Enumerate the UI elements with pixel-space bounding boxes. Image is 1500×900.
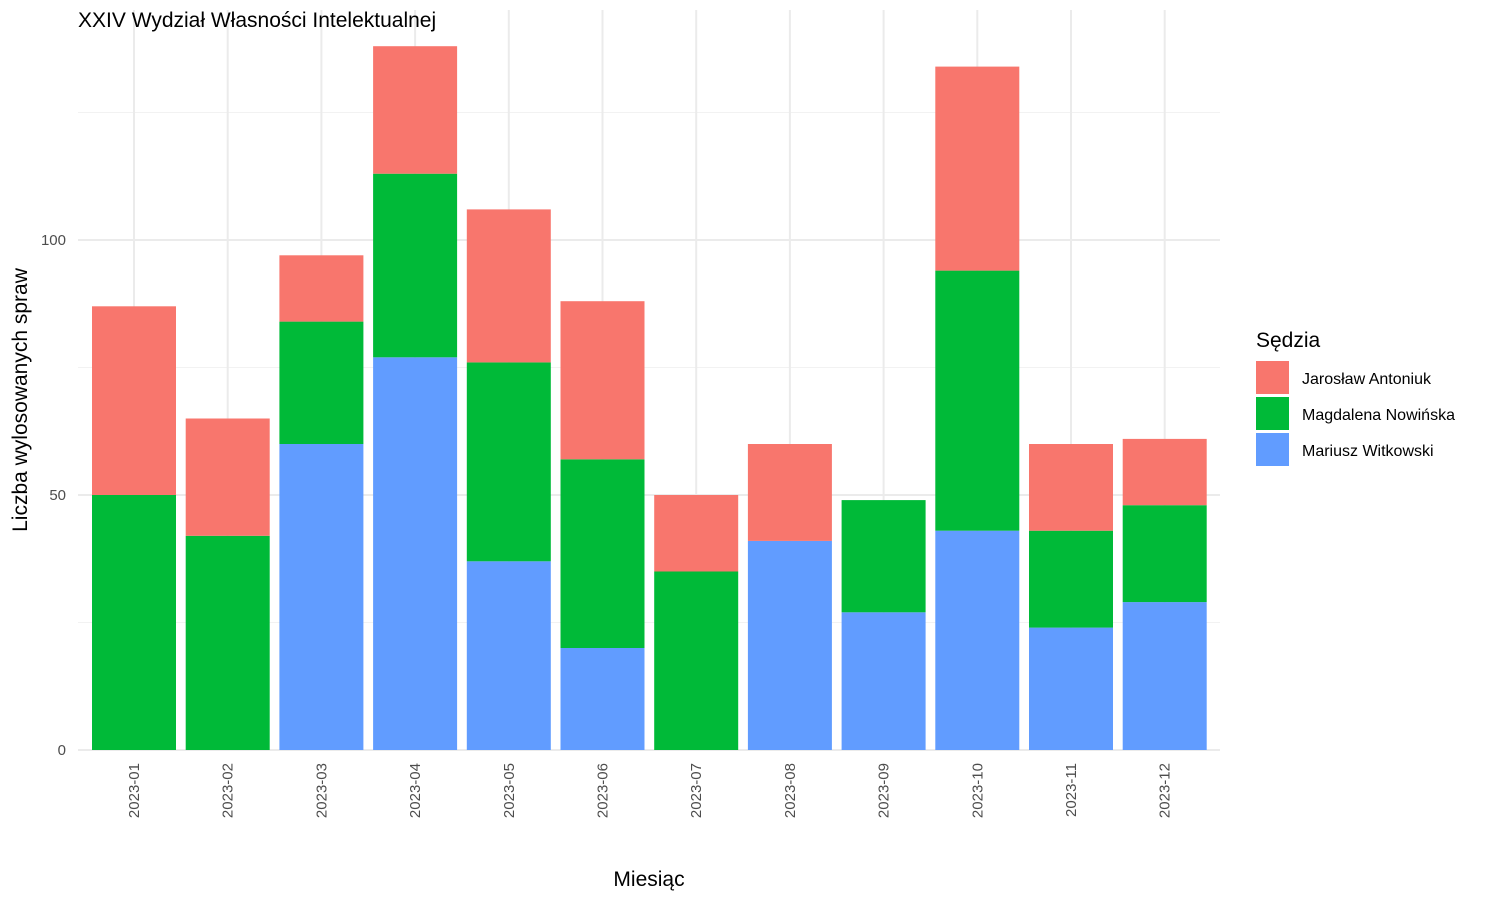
legend-key: [1256, 397, 1289, 430]
x-tick-label: 2023-01: [126, 763, 143, 818]
bar-segment: [466, 209, 551, 363]
bar-segment: [935, 66, 1020, 271]
x-tick-label: 2023-07: [688, 763, 705, 818]
bar-segment: [747, 540, 832, 750]
x-axis-title: Miesiąc: [613, 868, 684, 891]
legend-key: [1256, 433, 1289, 466]
bar-segment: [1122, 505, 1207, 603]
x-tick-label: 2023-06: [595, 763, 612, 818]
bar-segment: [654, 571, 739, 750]
y-tick-label: 100: [41, 232, 66, 249]
y-axis-title: Liczba wylosowanych spraw: [9, 267, 32, 532]
bar-segment: [747, 444, 832, 541]
y-tick-label: 50: [49, 487, 66, 504]
legend: Sędzia Jarosław Antoniuk Magdalena Nowińs…: [1256, 329, 1455, 466]
bar-segment: [560, 301, 645, 460]
x-tick-label: 2023-04: [407, 763, 424, 818]
y-tick-label: 0: [58, 742, 66, 759]
x-tick-label: 2023-11: [1063, 763, 1080, 817]
legend-key: [1256, 361, 1289, 394]
legend-label: Magdalena Nowińska: [1302, 407, 1455, 424]
x-tick-label: 2023-09: [876, 763, 893, 818]
x-tick-label: 2023-08: [782, 763, 799, 818]
bar-segment: [1122, 438, 1207, 506]
bar-segment: [1029, 627, 1113, 750]
legend-label: Jarosław Antoniuk: [1302, 371, 1432, 388]
legend-label: Mariusz Witkowski: [1302, 443, 1434, 460]
bar-segment: [1122, 602, 1207, 750]
x-tick-label: 2023-12: [1157, 763, 1174, 818]
x-axis-ticks: 2023-01 2023-02 2023-03 2023-04 2023-05 2023-…: [126, 763, 1174, 818]
bar-segment: [279, 321, 364, 444]
bar-segment: [935, 530, 1020, 750]
bar-segment: [185, 535, 270, 750]
bar-segment: [1029, 444, 1113, 531]
bar-segment: [560, 648, 645, 750]
legend-title: Sędzia: [1256, 329, 1321, 352]
bar-segment: [279, 444, 364, 750]
bar-segment: [279, 255, 364, 322]
bar-segment: [935, 270, 1020, 531]
bar-segment: [92, 306, 176, 495]
bar-segment: [560, 459, 645, 648]
bar-segment: [1029, 530, 1113, 628]
bar-segment: [466, 561, 551, 750]
bar-segment: [841, 612, 926, 750]
bar-segment: [841, 500, 926, 613]
bar-segment: [466, 362, 551, 562]
chart-title: XXIV Wydział Własności Intelektualnej: [78, 9, 436, 32]
x-tick-label: 2023-02: [220, 763, 237, 818]
bar-segment: [92, 495, 176, 750]
bar-segment: [185, 418, 270, 536]
x-tick-label: 2023-03: [313, 763, 330, 818]
x-tick-label: 2023-05: [501, 763, 518, 818]
bar-segment: [373, 173, 458, 358]
bar-segment: [373, 357, 458, 750]
bar-segment: [654, 495, 739, 572]
bars: [92, 46, 1207, 750]
bar-segment: [373, 46, 458, 174]
x-tick-label: 2023-10: [969, 763, 986, 818]
y-axis-ticks: 0 50 100: [41, 232, 66, 759]
